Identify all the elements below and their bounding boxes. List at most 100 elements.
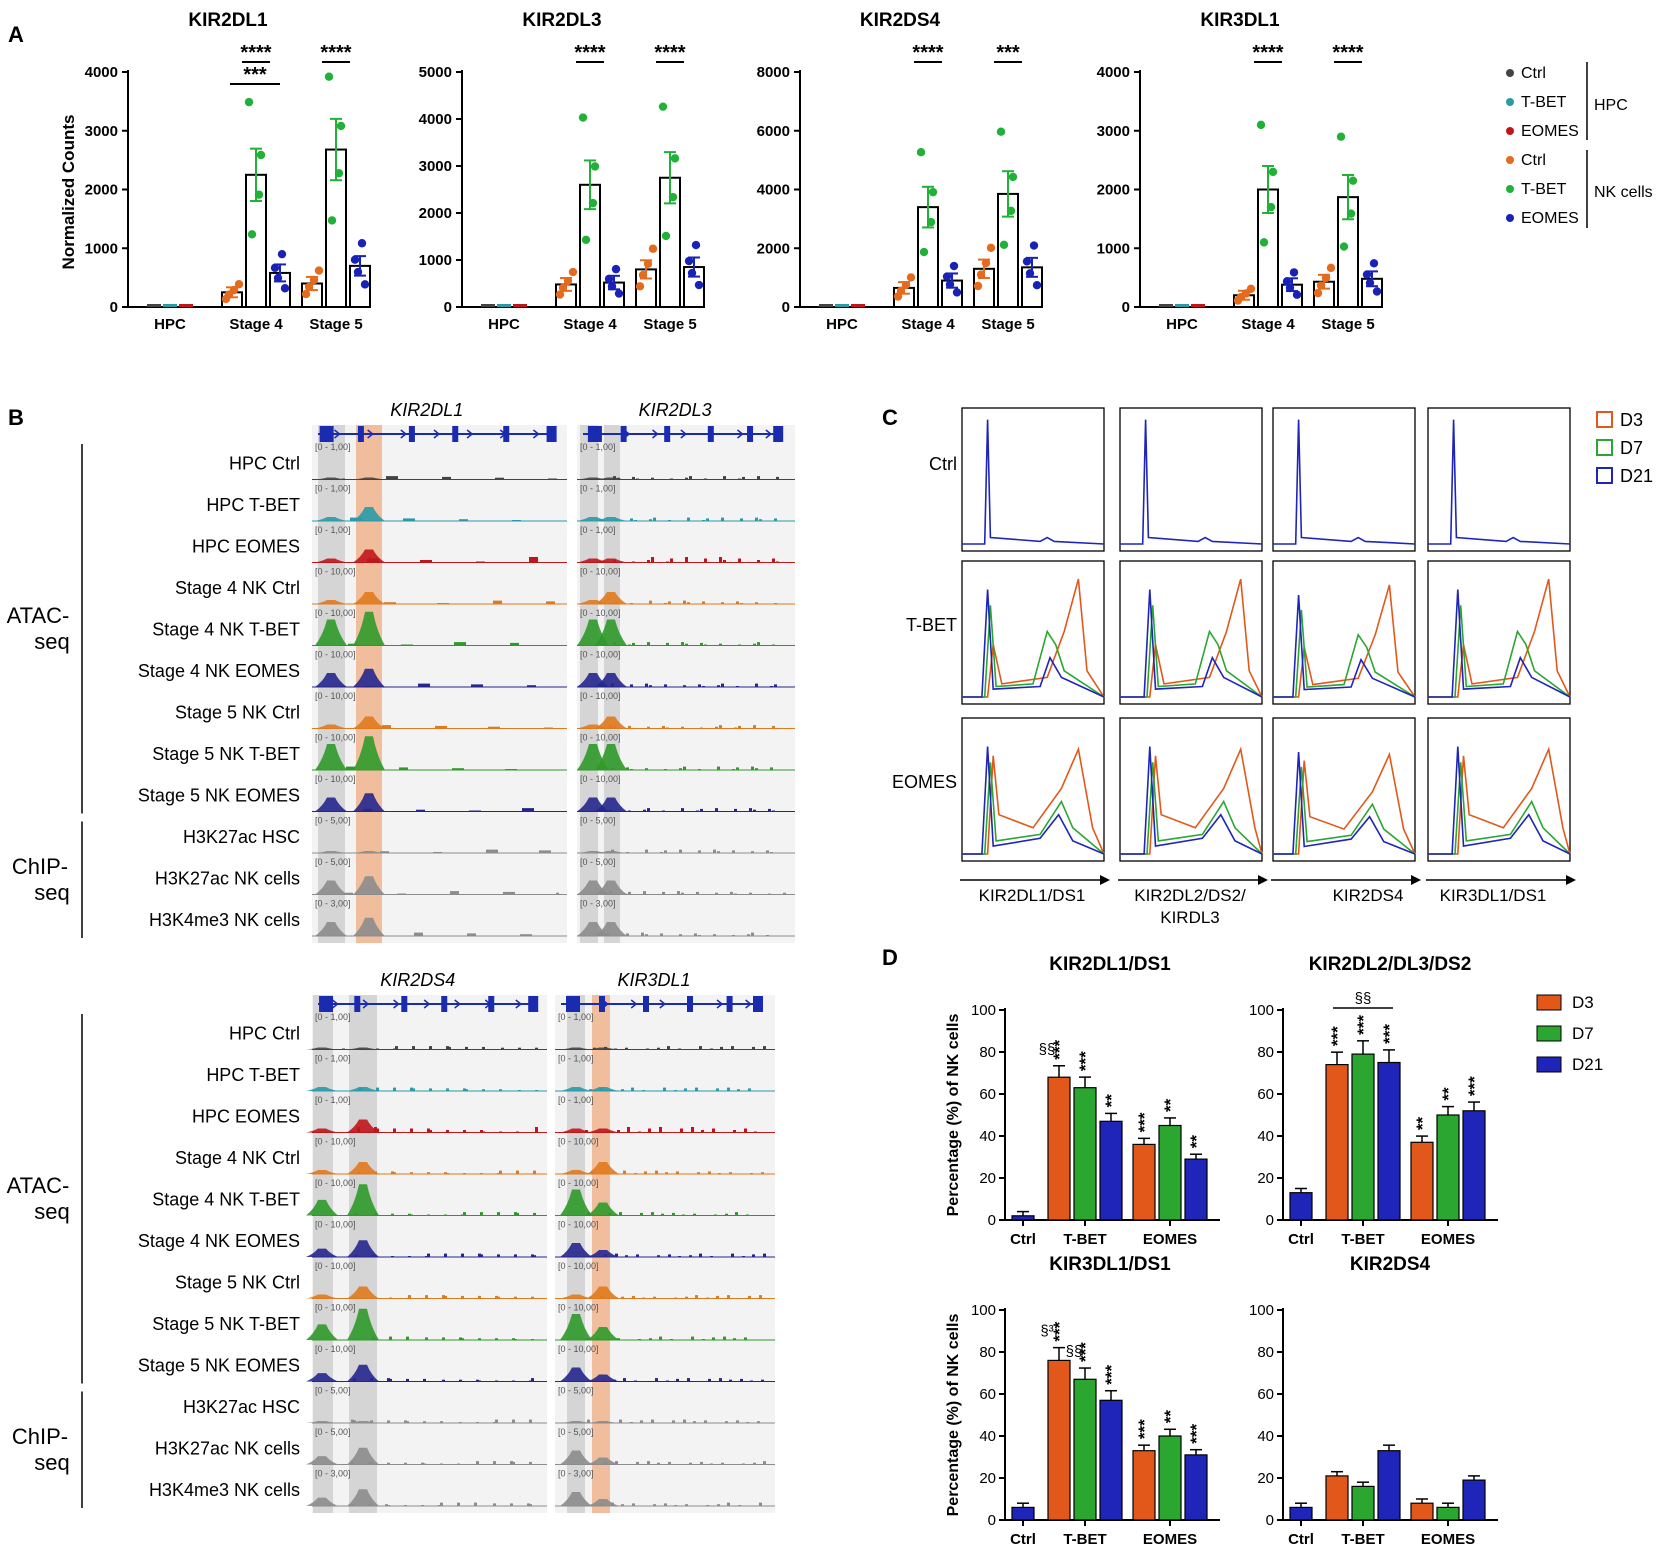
signal-noise — [742, 1463, 745, 1465]
track-range: [0 - 1,00] — [580, 484, 616, 494]
signal-noise — [412, 518, 415, 521]
signal-noise — [657, 1047, 660, 1050]
y-tick-label: 20 — [1257, 1470, 1274, 1487]
signal-noise — [742, 476, 745, 480]
axis-arrowhead — [1258, 875, 1268, 885]
signal-noise — [700, 1461, 703, 1465]
strand-arrow — [466, 429, 474, 439]
signal-noise — [712, 1337, 715, 1340]
bar — [497, 304, 511, 307]
signal-noise — [625, 1255, 628, 1257]
signal-noise — [355, 1297, 358, 1299]
x-tick-label: T-BET — [1341, 1231, 1384, 1248]
signal-noise — [445, 476, 448, 480]
legend-label: Ctrl — [1521, 65, 1546, 82]
signal-peak — [315, 619, 347, 646]
x-tick-label: Stage 4 — [563, 316, 617, 333]
legend-swatch — [1596, 439, 1613, 456]
signal-noise — [444, 725, 447, 729]
signal-noise — [761, 1172, 764, 1174]
gene-name: KIR2DL1 — [390, 400, 463, 420]
x-tick-label: HPC — [1166, 316, 1198, 333]
track-range: [0 - 10,00] — [580, 691, 621, 701]
y-tick-label: 40 — [1257, 1128, 1274, 1145]
signal-noise — [457, 642, 460, 646]
signal-noise — [666, 1380, 669, 1382]
panel-d-ylabel: Percentage (%) of NK cells — [945, 1014, 962, 1217]
signal-noise — [370, 1339, 373, 1340]
track-range: [0 - 10,00] — [558, 1178, 599, 1188]
track-range: [0 - 10,00] — [558, 1303, 599, 1313]
x-tick-label: EOMES — [1421, 1231, 1475, 1248]
signal-noise — [721, 602, 724, 604]
signal-noise — [516, 1212, 519, 1216]
signal-noise — [753, 643, 756, 646]
signal-noise — [512, 1338, 515, 1340]
signal-peak — [587, 1202, 619, 1216]
signal-noise — [438, 725, 441, 729]
signal-noise — [472, 810, 475, 812]
signal-noise — [512, 520, 515, 521]
exon — [546, 426, 557, 442]
signal-noise — [461, 1214, 464, 1216]
signal-noise — [679, 849, 682, 853]
signal-noise — [421, 1462, 424, 1465]
signal-noise — [429, 1088, 432, 1091]
data-point — [949, 261, 959, 271]
bar — [1377, 1450, 1401, 1521]
signal-noise — [420, 932, 423, 936]
chart-a-title: KIR3DL1 — [1200, 10, 1280, 31]
signal-noise — [440, 1463, 443, 1465]
signal-noise — [679, 768, 682, 770]
signal-noise — [364, 935, 367, 936]
bar — [1462, 1110, 1486, 1221]
signal-noise — [738, 1505, 741, 1506]
data-point — [360, 280, 370, 289]
significance-stars: ** — [1102, 1094, 1121, 1108]
signal-noise — [493, 1422, 496, 1423]
signal-noise — [476, 561, 479, 563]
signal-noise — [712, 1128, 715, 1133]
signal-noise — [770, 852, 773, 853]
signal-noise — [478, 1295, 481, 1299]
signal-noise — [704, 644, 707, 646]
signal-noise — [697, 1172, 700, 1174]
chip-label: ChIP- — [12, 854, 68, 879]
signal-noise — [600, 1503, 603, 1506]
panel-a-ylabel: Normalized Counts — [59, 115, 78, 270]
track-label: H3K27ac NK cells — [155, 869, 300, 889]
y-tick-label: 20 — [1257, 1170, 1274, 1187]
signal-noise — [376, 1128, 379, 1133]
significance-stars: ** — [1413, 1116, 1432, 1130]
signal-noise — [370, 1420, 373, 1423]
signal-noise — [463, 1173, 466, 1174]
signal-noise — [542, 850, 545, 853]
data-point — [1348, 176, 1358, 185]
legend-label: T-BET — [1521, 94, 1567, 111]
signal-noise — [647, 808, 650, 812]
signal-noise — [410, 644, 413, 646]
signal-noise — [609, 891, 612, 895]
signal-noise — [493, 1461, 496, 1465]
signal-noise — [372, 1297, 375, 1299]
data-point — [684, 256, 694, 266]
track-range: [0 - 1,00] — [580, 442, 616, 452]
signal-noise — [393, 1087, 396, 1091]
exon — [401, 996, 408, 1012]
legend-label: D21 — [1572, 1055, 1603, 1074]
bar — [1132, 1143, 1156, 1221]
panel-a: KIR2DL1 0 1000 2000 3000 4000 HPC Stage 4 Stage … — [59, 10, 1383, 333]
significance-label: **** — [240, 42, 271, 64]
signal-noise — [676, 1378, 679, 1382]
signal-noise — [736, 601, 739, 604]
signal-noise — [734, 727, 737, 729]
signal-noise — [737, 1089, 740, 1091]
signal-noise — [465, 1046, 468, 1050]
y-tick-label: 80 — [979, 1344, 996, 1361]
signal-noise — [421, 683, 424, 687]
signal-noise — [344, 892, 347, 895]
track-range: [0 - 10,00] — [315, 1137, 356, 1147]
signal-noise — [462, 519, 465, 521]
data-point — [668, 192, 678, 202]
